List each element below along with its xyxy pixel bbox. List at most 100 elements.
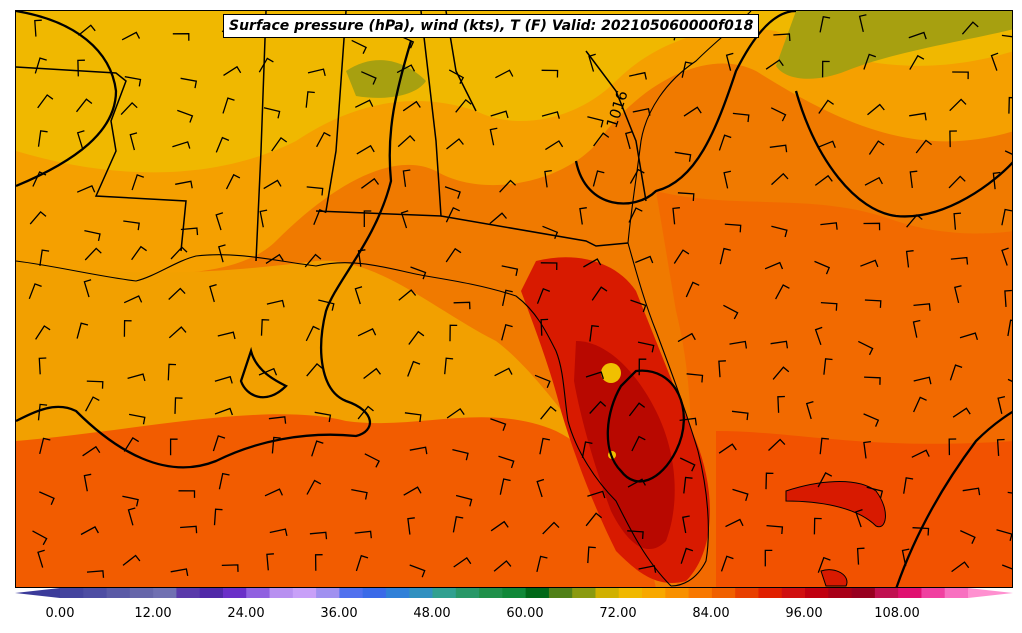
wind-barb bbox=[949, 130, 957, 148]
colorbar-segment bbox=[60, 588, 84, 598]
wind-barb bbox=[868, 140, 885, 155]
colorbar-segment bbox=[153, 588, 177, 598]
wind-barb bbox=[313, 209, 327, 225]
wind-barb bbox=[169, 438, 178, 456]
wind-barb bbox=[581, 441, 593, 458]
wind-barb bbox=[214, 375, 233, 384]
wind-barb bbox=[909, 112, 927, 121]
wind-barb bbox=[306, 186, 324, 196]
wind-barb bbox=[495, 69, 514, 79]
wind-barb bbox=[624, 130, 633, 150]
wind-barb bbox=[453, 301, 471, 310]
weather-map: 1016 bbox=[15, 10, 1013, 588]
wind-barb bbox=[685, 281, 700, 298]
wind-barb bbox=[351, 39, 367, 54]
wind-barb bbox=[821, 60, 830, 78]
small-island bbox=[820, 569, 848, 587]
colorbar-segment bbox=[83, 588, 108, 598]
wind-barb bbox=[258, 367, 278, 376]
wind-barb bbox=[212, 435, 226, 452]
wind-barb bbox=[948, 438, 957, 456]
wind-barb bbox=[1008, 96, 1012, 114]
isobars bbox=[16, 11, 1012, 587]
wind-barb bbox=[307, 68, 326, 77]
wind-barb bbox=[490, 110, 509, 119]
wind-barb bbox=[444, 186, 461, 199]
wind-barb bbox=[906, 214, 923, 228]
wind-barb bbox=[867, 103, 885, 116]
wind-barb bbox=[172, 33, 190, 41]
wind-barb bbox=[266, 553, 274, 571]
wind-barb bbox=[268, 416, 287, 424]
wind-barb bbox=[1001, 247, 1009, 266]
wind-barb bbox=[764, 549, 773, 567]
wind-barb bbox=[168, 287, 186, 300]
wind-barb bbox=[536, 287, 551, 304]
wind-barb bbox=[316, 131, 331, 148]
wind-barb bbox=[990, 52, 999, 71]
colorbar-tick-label: 12.00 bbox=[134, 606, 172, 621]
wind-barb bbox=[361, 177, 380, 189]
wind-barb bbox=[494, 367, 513, 377]
wind-barb bbox=[304, 253, 322, 268]
colorbar-segment bbox=[502, 588, 527, 598]
wind-barb bbox=[131, 174, 145, 191]
wind-barb bbox=[408, 330, 425, 345]
wind-barb bbox=[536, 478, 545, 498]
wind-barb bbox=[631, 435, 646, 452]
wind-barb bbox=[357, 249, 366, 267]
wind-barb bbox=[77, 24, 96, 36]
wind-barb bbox=[407, 517, 415, 535]
map-canvas: 1016 bbox=[16, 11, 1012, 587]
wind-barb bbox=[992, 171, 1001, 190]
wind-barb bbox=[817, 472, 833, 488]
wind-barb bbox=[215, 212, 224, 231]
colorbar-segment bbox=[758, 588, 783, 598]
wind-barb bbox=[499, 179, 517, 193]
colorbar-segment bbox=[735, 588, 759, 598]
wind-barb bbox=[949, 364, 963, 381]
wind-barb bbox=[314, 411, 332, 423]
wind-barb bbox=[814, 326, 823, 346]
wind-barb bbox=[764, 261, 784, 270]
wind-barb bbox=[209, 283, 217, 303]
wind-barb bbox=[263, 179, 282, 190]
colorbar-tick-label: 84.00 bbox=[692, 606, 730, 621]
wind-barb bbox=[909, 54, 925, 70]
wind-barb bbox=[819, 437, 829, 455]
wind-barb bbox=[410, 266, 427, 280]
wind-barb bbox=[83, 279, 92, 298]
wind-barb bbox=[180, 77, 198, 89]
wind-barb bbox=[632, 108, 651, 116]
wind-barb bbox=[75, 98, 93, 113]
wind-barb bbox=[959, 332, 979, 340]
wind-barb bbox=[629, 71, 647, 80]
colorbar-segment bbox=[339, 588, 364, 598]
wind-barb bbox=[587, 116, 604, 128]
wind-barb bbox=[777, 395, 785, 413]
wind-barb bbox=[39, 491, 55, 505]
wind-barb bbox=[355, 554, 369, 572]
temperature-colorbar bbox=[15, 588, 1013, 598]
wind-barb bbox=[638, 358, 647, 376]
colorbar-segment bbox=[479, 588, 503, 598]
wind-barb bbox=[997, 395, 1006, 414]
wind-barb bbox=[170, 568, 189, 577]
wind-barb bbox=[858, 340, 874, 356]
wind-barb bbox=[455, 494, 473, 507]
colorbar-tick-label: 48.00 bbox=[413, 606, 451, 621]
wind-barb bbox=[542, 225, 559, 240]
wind-barb bbox=[674, 151, 692, 162]
wind-barb bbox=[127, 507, 136, 526]
wind-barb bbox=[770, 340, 789, 349]
colorbar-segment bbox=[595, 588, 620, 598]
wind-barb bbox=[686, 373, 704, 383]
wind-barb bbox=[444, 357, 454, 375]
wind-barb bbox=[493, 560, 512, 572]
wind-barb bbox=[499, 478, 511, 495]
colorbar-segment bbox=[385, 588, 410, 598]
wind-barb bbox=[731, 410, 749, 421]
state-boundaries bbox=[16, 11, 647, 262]
wind-barb bbox=[263, 107, 281, 119]
wind-barb bbox=[954, 285, 962, 304]
